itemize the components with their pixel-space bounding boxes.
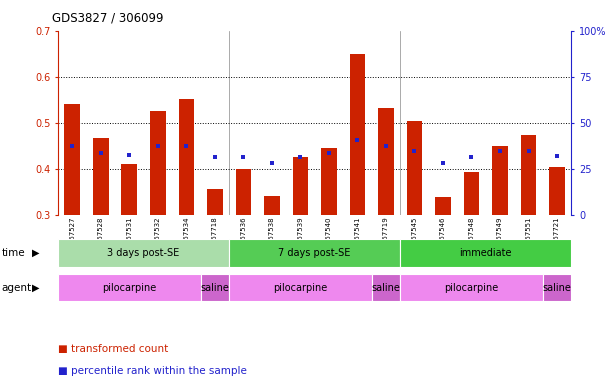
Bar bbox=[200, 274, 229, 301]
Text: 7 days post-SE: 7 days post-SE bbox=[279, 248, 351, 258]
Bar bbox=[549, 167, 565, 215]
Bar bbox=[543, 274, 571, 301]
Text: pilocarpine: pilocarpine bbox=[102, 283, 156, 293]
Text: ■ percentile rank within the sample: ■ percentile rank within the sample bbox=[58, 366, 247, 376]
Bar bbox=[122, 164, 137, 215]
Bar bbox=[378, 108, 394, 215]
Text: agent: agent bbox=[1, 283, 31, 293]
Text: immediate: immediate bbox=[459, 248, 512, 258]
Bar bbox=[65, 104, 80, 215]
Bar bbox=[349, 54, 365, 215]
Text: ▶: ▶ bbox=[32, 248, 39, 258]
Bar bbox=[521, 135, 536, 215]
Text: pilocarpine: pilocarpine bbox=[444, 283, 499, 293]
Bar bbox=[58, 274, 200, 301]
Text: pilocarpine: pilocarpine bbox=[273, 283, 327, 293]
Text: saline: saline bbox=[200, 283, 229, 293]
Bar bbox=[236, 169, 251, 215]
Bar bbox=[207, 189, 223, 215]
Text: saline: saline bbox=[371, 283, 400, 293]
Bar bbox=[400, 239, 571, 267]
Bar bbox=[371, 274, 400, 301]
Text: time: time bbox=[1, 248, 25, 258]
Text: GDS3827 / 306099: GDS3827 / 306099 bbox=[52, 12, 163, 25]
Bar bbox=[178, 99, 194, 215]
Bar bbox=[293, 157, 309, 215]
Bar bbox=[229, 274, 371, 301]
Bar bbox=[492, 146, 508, 215]
Text: saline: saline bbox=[543, 283, 571, 293]
Bar bbox=[407, 121, 422, 215]
Bar bbox=[93, 137, 109, 215]
Bar bbox=[264, 196, 280, 215]
Bar bbox=[150, 111, 166, 215]
Bar bbox=[435, 197, 451, 215]
Text: ▶: ▶ bbox=[32, 283, 39, 293]
Bar bbox=[229, 239, 400, 267]
Text: ■ transformed count: ■ transformed count bbox=[58, 344, 168, 354]
Bar bbox=[464, 172, 480, 215]
Text: 3 days post-SE: 3 days post-SE bbox=[108, 248, 180, 258]
Bar bbox=[321, 148, 337, 215]
Bar bbox=[58, 239, 229, 267]
Bar bbox=[400, 274, 543, 301]
